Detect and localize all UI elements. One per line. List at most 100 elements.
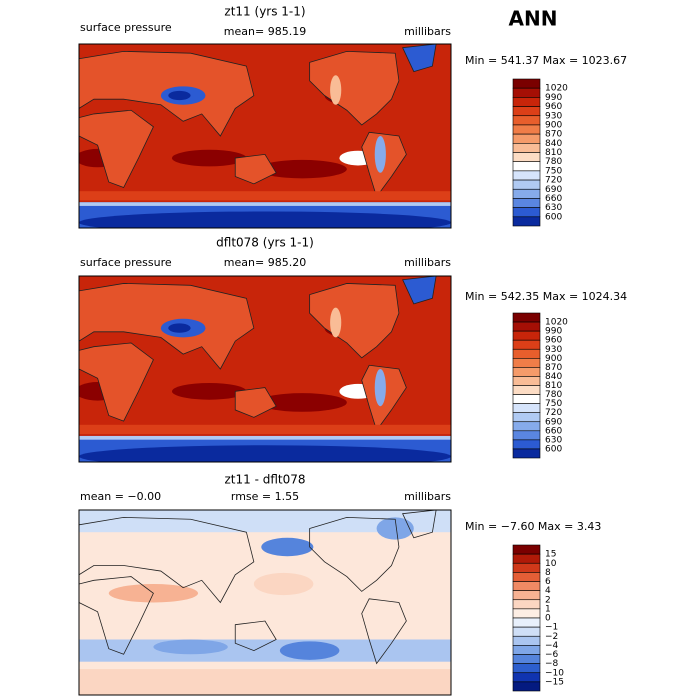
colorbar-label: 6 [545, 577, 551, 587]
colorbar-box [512, 590, 541, 601]
colorbar-box [512, 216, 541, 227]
colorbar-label: 2 [545, 595, 551, 605]
colorbar-label: 750 [545, 399, 562, 409]
rockies [330, 75, 342, 105]
left-label: surface pressure [80, 256, 172, 269]
colorbar-box [512, 663, 541, 674]
colorbar-box [512, 115, 541, 126]
colorbar-box [512, 430, 541, 441]
colorbar-box [512, 179, 541, 190]
colorbar-box [512, 143, 541, 153]
colorbar-box [512, 645, 541, 655]
colorbar-label: 10 [545, 559, 557, 569]
colorbar-box [512, 367, 541, 377]
plateau-core [168, 90, 191, 101]
colorbar-box [512, 439, 541, 450]
colorbar-box [512, 188, 541, 199]
coastline [402, 510, 437, 539]
panel-title: zt11 - dflt078 [224, 473, 305, 487]
high-pressure [257, 393, 347, 412]
colorbar-label: 960 [545, 336, 562, 346]
andes [374, 369, 386, 407]
colorbar-box [512, 635, 541, 646]
andes [374, 136, 386, 173]
colorbar-label: 690 [545, 417, 562, 427]
land [309, 283, 400, 359]
min-max: Min = 541.37 Max = 1023.67 [465, 54, 627, 67]
colorbar-box [512, 608, 541, 619]
colorbar-box [512, 161, 541, 172]
colorbar-label: −8 [545, 659, 559, 669]
colorbar-label: 690 [545, 185, 562, 195]
center-label: mean= 985.20 [224, 256, 306, 269]
colorbar-label: −15 [545, 677, 564, 687]
colorbar-box [512, 106, 541, 117]
colorbar-label: 870 [545, 130, 562, 140]
colorbar-box [512, 672, 541, 683]
min-max: Min = 542.35 Max = 1024.34 [465, 290, 627, 303]
map [78, 509, 452, 696]
anomaly [253, 572, 314, 596]
antarctica-edge [79, 435, 451, 440]
greenland [402, 44, 437, 73]
colorbar-label: 900 [545, 354, 562, 364]
panel-title: zt11 (yrs 1-1) [224, 5, 305, 19]
colorbar-box [512, 358, 541, 368]
antarctica-core [79, 445, 451, 462]
ocean [79, 510, 451, 695]
colorbar-box [512, 626, 541, 637]
colorbar-box [512, 681, 541, 692]
colorbar-box [512, 385, 541, 395]
anomaly [261, 537, 314, 557]
colorbar-box [512, 448, 541, 459]
colorbar-box [512, 403, 541, 413]
colorbar-box [512, 78, 541, 89]
colorbar-label: 1020 [545, 84, 568, 94]
colorbar-label: 870 [545, 363, 562, 373]
anomaly [376, 517, 414, 540]
colorbar-label: 840 [545, 372, 562, 382]
colorbar-box [512, 152, 541, 162]
min-max: Min = −7.60 Max = 3.43 [465, 520, 601, 533]
colorbar-label: −6 [545, 650, 559, 660]
antarctica-core [79, 211, 451, 228]
colorbar-box [512, 348, 541, 359]
colorbar-box [512, 562, 541, 573]
colorbar-label: 900 [545, 120, 562, 130]
north-band [79, 510, 451, 533]
plateau-core [168, 323, 191, 333]
left-label: surface pressure [80, 21, 172, 34]
colorbar-label: −1 [545, 623, 558, 633]
map [78, 275, 452, 463]
colorbar-box [512, 394, 541, 404]
polar-band [79, 669, 451, 695]
land [79, 109, 154, 189]
colorbar-label: 600 [545, 212, 562, 222]
colorbar-box [512, 87, 541, 98]
coastline [234, 620, 277, 652]
units-label: millibars [404, 25, 451, 38]
colorbar-label: 930 [545, 345, 562, 355]
colorbar-label: 630 [545, 435, 562, 445]
land [79, 342, 154, 422]
land [234, 153, 277, 185]
high-pressure [257, 159, 347, 179]
colorbar-label: 990 [545, 93, 562, 103]
colorbar-box [512, 312, 541, 323]
colorbar-box [512, 97, 541, 107]
colorbar-box [512, 412, 541, 423]
units-label: millibars [404, 490, 451, 503]
colorbar-box [512, 581, 541, 591]
greenland [402, 276, 437, 305]
land [234, 387, 277, 418]
colorbar-box [512, 544, 541, 555]
high-pressure [172, 382, 247, 400]
colorbar-box [512, 553, 541, 564]
colorbar-box [512, 330, 541, 341]
colorbar-box [512, 170, 541, 181]
land [309, 50, 400, 126]
colorbar-label: 840 [545, 139, 562, 149]
colorbar-box [512, 124, 541, 135]
colorbar-label: −4 [545, 641, 559, 651]
